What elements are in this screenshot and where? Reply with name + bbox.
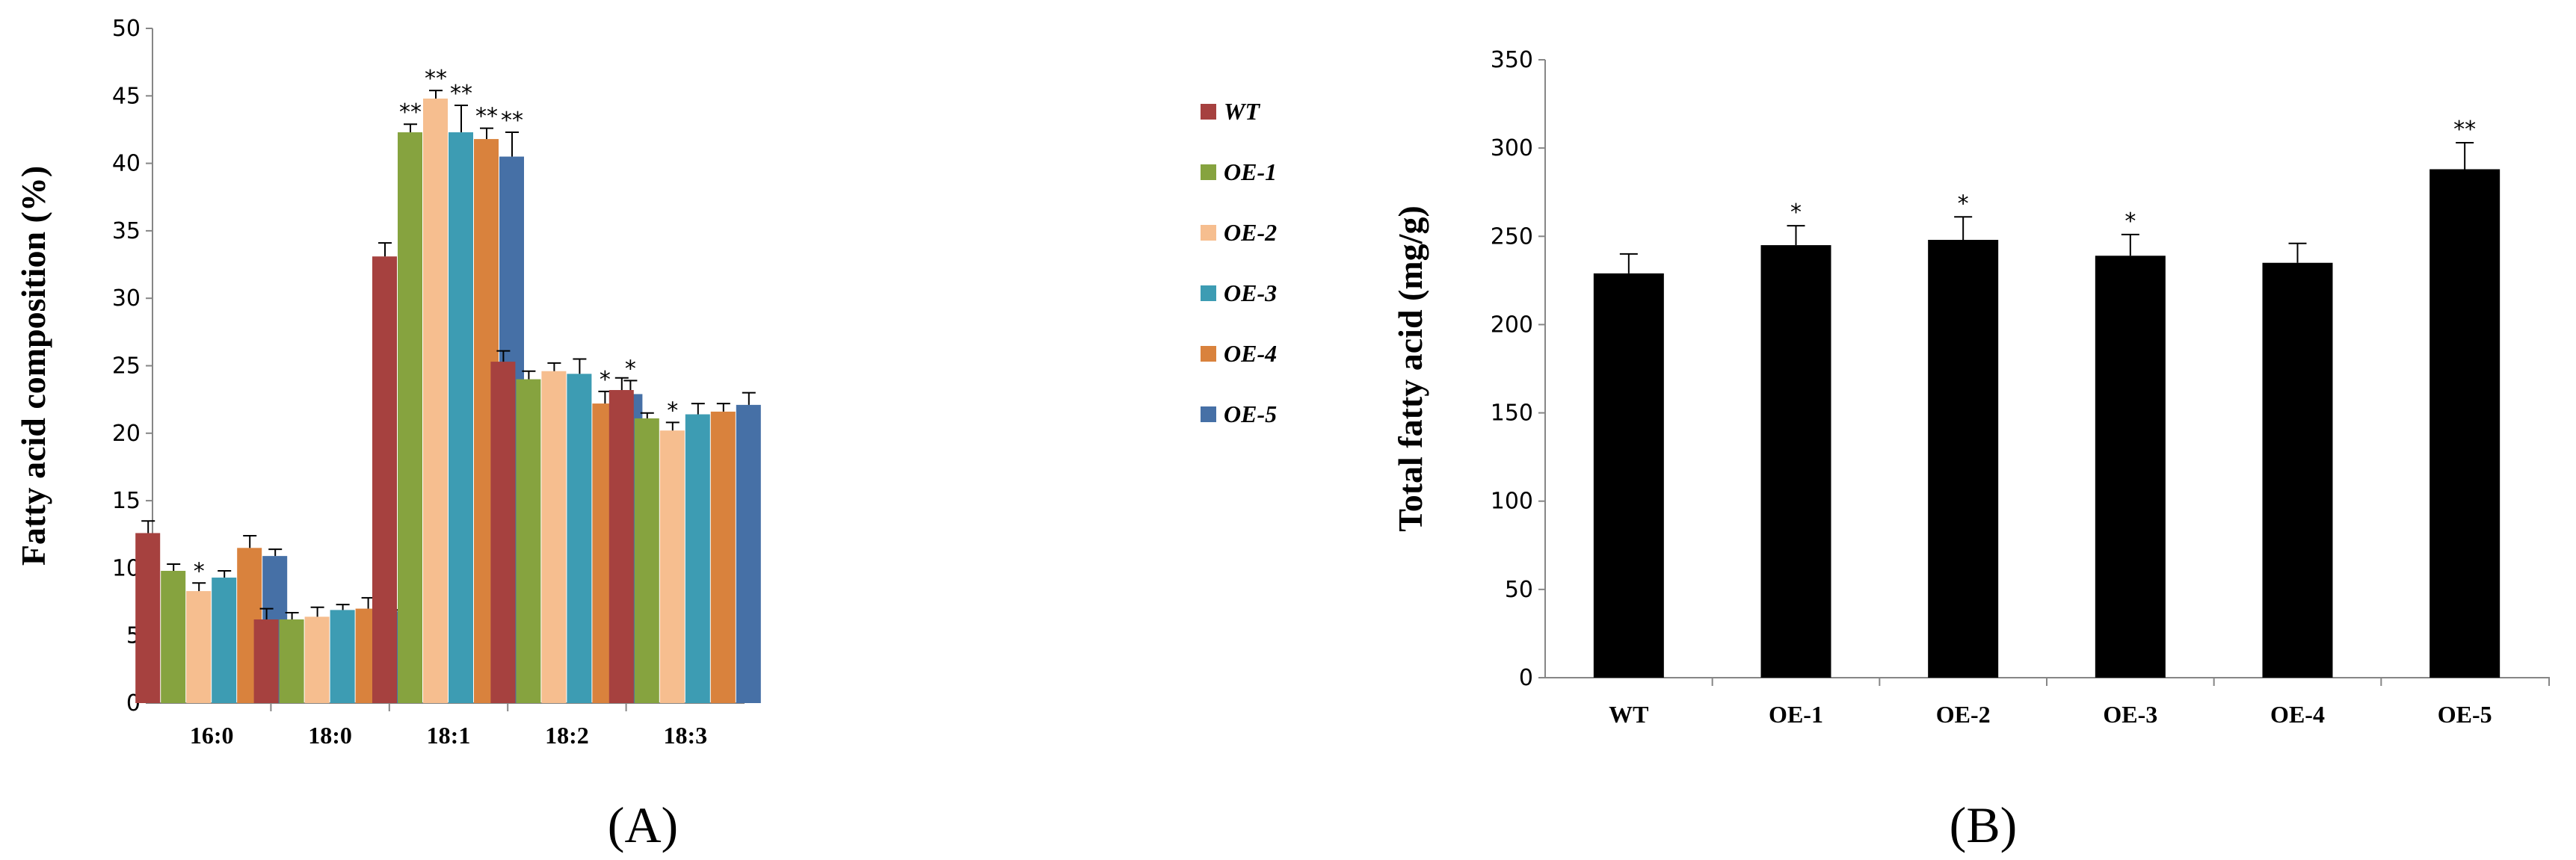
a-bar-wt	[608, 390, 634, 703]
a-bar-oe-1	[516, 379, 541, 703]
b-bar	[1760, 245, 1831, 678]
a-legend-label: OE-5	[1224, 400, 1277, 427]
a-bar-oe-2	[423, 98, 448, 704]
a-legend-label: OE-4	[1224, 340, 1277, 367]
a-bar-wt	[253, 619, 279, 703]
b-y-tick-label: 0	[1519, 665, 1533, 691]
a-legend-swatch	[1201, 225, 1216, 241]
a-bar-oe-2	[659, 430, 685, 703]
a-legend-label: OE-2	[1224, 219, 1277, 246]
a-bar-oe-1	[398, 132, 422, 703]
b-category-label: WT	[1609, 701, 1648, 728]
b-significance-marker: *	[1958, 191, 1969, 217]
a-y-tick-label: 15	[112, 488, 141, 514]
b-bar	[2262, 262, 2333, 678]
a-bar-oe-2	[186, 591, 212, 703]
b-y-tick-label: 300	[1491, 135, 1533, 161]
b-category-label: OE-5	[2438, 701, 2492, 728]
a-bar-oe-3	[685, 414, 710, 703]
a-significance-marker: **	[425, 66, 447, 92]
b-y-tick-label: 250	[1491, 223, 1533, 250]
a-y-tick-label: 35	[112, 218, 141, 244]
b-y-tick-label: 350	[1491, 47, 1533, 73]
a-bar-oe-3	[449, 132, 473, 703]
b-significance-marker: *	[2124, 208, 2136, 235]
b-panel-label: (B)	[1950, 796, 2018, 853]
b-y-tick-label: 200	[1491, 312, 1533, 338]
a-significance-marker: *	[600, 367, 611, 393]
a-bar-oe-3	[212, 578, 237, 703]
a-y-tick-label: 20	[112, 421, 141, 447]
a-bar-oe-3	[567, 374, 592, 703]
a-y-tick-label: 45	[112, 83, 141, 109]
a-legend-swatch	[1201, 406, 1216, 422]
a-significance-marker: **	[450, 81, 472, 107]
a-legend-label: WT	[1224, 98, 1260, 125]
b-y-tick-label: 150	[1491, 400, 1533, 427]
a-bar-oe-1	[634, 418, 659, 703]
b-bar	[2429, 169, 2500, 678]
a-category-label: 18:3	[663, 722, 707, 749]
a-y-tick-label: 50	[112, 16, 141, 42]
b-category-label: OE-3	[2103, 701, 2157, 728]
a-legend-label: OE-3	[1224, 279, 1277, 306]
a-significance-marker: *	[625, 356, 636, 382]
a-bar-oe-3	[330, 610, 355, 703]
b-bar	[2095, 256, 2166, 678]
a-y-tick-label: 30	[112, 285, 141, 312]
a-legend-swatch	[1201, 164, 1216, 180]
a-legend-swatch	[1201, 346, 1216, 362]
b-significance-marker: *	[1790, 199, 1802, 226]
b-category-label: OE-4	[2270, 701, 2325, 728]
a-legend-swatch	[1201, 104, 1216, 120]
a-bar-oe-2	[541, 371, 567, 703]
a-bar-wt	[372, 256, 397, 703]
a-significance-marker: *	[194, 558, 205, 584]
a-category-label: 18:2	[545, 722, 589, 749]
a-y-tick-label: 25	[112, 353, 141, 380]
a-bar-oe-1	[161, 571, 186, 703]
b-bar	[1593, 273, 1664, 678]
b-x-axis-end-tick	[2548, 677, 2550, 686]
a-y-tick-label: 40	[112, 151, 141, 177]
a-bar-wt	[135, 533, 161, 703]
b-y-tick-label: 50	[1505, 577, 1533, 603]
b-category-label: OE-2	[1936, 701, 1991, 728]
b-significance-marker: **	[2453, 117, 2476, 143]
a-significance-marker: *	[667, 397, 678, 424]
a-category-label: 18:1	[427, 722, 471, 749]
a-y-axis-title: Fatty acid composition (%)	[14, 166, 52, 566]
a-legend-swatch	[1201, 285, 1216, 301]
a-panel-label: (A)	[608, 796, 678, 853]
chart-b: 0 50 100 150 200 250 300 350 WT OE-1 * OE-2 * OE-3 * OE…	[1391, 47, 2550, 853]
a-category-label: 16:0	[190, 722, 234, 749]
b-bar	[1928, 240, 1999, 678]
a-bar-oe-1	[279, 619, 304, 703]
a-category-label: 18:0	[308, 722, 352, 749]
a-significance-marker: **	[501, 108, 523, 134]
b-y-axis-title: Total fatty acid (mg/g)	[1391, 205, 1429, 532]
a-legend-label: OE-1	[1224, 158, 1277, 185]
a-significance-marker: **	[475, 104, 498, 130]
a-significance-marker: **	[399, 99, 422, 126]
b-y-tick-label: 100	[1491, 489, 1533, 515]
a-bar-oe-4	[710, 411, 736, 703]
a-bar-oe-2	[304, 616, 330, 703]
a-bar-oe-5	[736, 404, 761, 703]
b-category-label: OE-1	[1769, 701, 1823, 728]
a-bar-wt	[490, 362, 516, 703]
